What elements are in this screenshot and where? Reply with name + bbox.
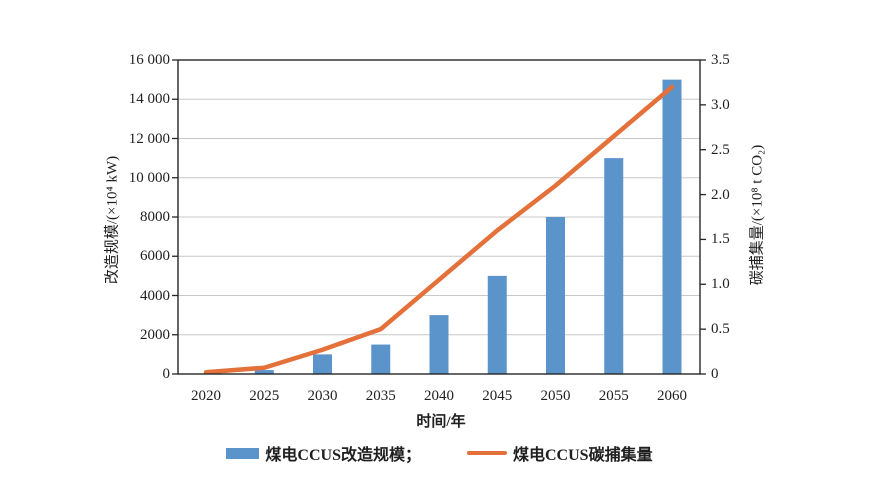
bar-2025: [254, 370, 274, 374]
right-axis-tick-label: 3.0: [711, 96, 730, 113]
x-axis-tick-label: 2020: [191, 388, 221, 404]
bar-2060: [662, 79, 682, 374]
right-axis-tick-label: 0: [711, 366, 719, 382]
right-axis-tick-label: 0.5: [711, 321, 730, 338]
right-axis-tick-label: 1.5: [711, 231, 730, 248]
x-axis-tick-label: 2030: [307, 388, 338, 404]
left-axis-tick-label: 14 000: [128, 91, 170, 108]
left-axis-title: 改造规模/(×10⁴ kW): [104, 155, 121, 285]
right-axis-tick-label: 3.5: [711, 52, 730, 68]
x-axis-tick-label: 2060: [657, 388, 687, 404]
left-axis-tick-label: 10 000: [128, 169, 170, 186]
x-axis-tick-label: 2055: [598, 388, 629, 404]
legend: 煤电CCUS改造规模； 煤电CCUS碳捕集量: [0, 441, 879, 465]
right-axis-title: 碳捕集量/(×10⁸ t CO₂): [749, 144, 766, 286]
right-axis-tick-label: 1.0: [711, 276, 730, 293]
left-axis-tick-label: 12 000: [128, 130, 170, 147]
right-axis-tick-label: 2.5: [711, 141, 730, 158]
bar-2030: [313, 354, 332, 374]
x-axis-tick-label: 2025: [249, 388, 280, 404]
left-axis-tick-label: 16 000: [128, 52, 170, 68]
legend-item-bar: 煤电CCUS改造规模；: [226, 441, 421, 465]
x-axis-tick-label: 2050: [540, 388, 571, 404]
x-axis-tick-label: 2040: [424, 388, 454, 404]
bar-2040: [429, 315, 449, 374]
x-axis-title: 时间/年: [416, 414, 466, 430]
right-axis-tick-label: 2.0: [711, 186, 730, 203]
legend-label-bar: 煤电CCUS改造规模；: [265, 447, 421, 464]
bar-2045: [487, 275, 507, 374]
bar-2035: [371, 344, 391, 374]
legend-label-line: 煤电CCUS碳捕集量: [513, 447, 653, 464]
left-axis-tick-label: 0: [162, 366, 171, 382]
line-series: [203, 84, 675, 375]
bar-2055: [604, 158, 624, 374]
x-axis-tick-label: 2035: [365, 388, 396, 404]
bar-series-swatch-icon: [226, 447, 260, 459]
left-axis-tick-label: 8000: [140, 209, 170, 225]
legend-item-line: 煤电CCUS碳捕集量: [467, 441, 653, 465]
x-axis-tick-label: 2045: [482, 388, 513, 404]
line-series-swatch-icon: [467, 451, 507, 455]
bar-2050: [546, 217, 565, 374]
left-axis-tick-label: 4000: [140, 287, 170, 304]
left-axis-tick-label: 2000: [140, 326, 170, 343]
left-axis-tick-label: 6000: [140, 248, 170, 265]
